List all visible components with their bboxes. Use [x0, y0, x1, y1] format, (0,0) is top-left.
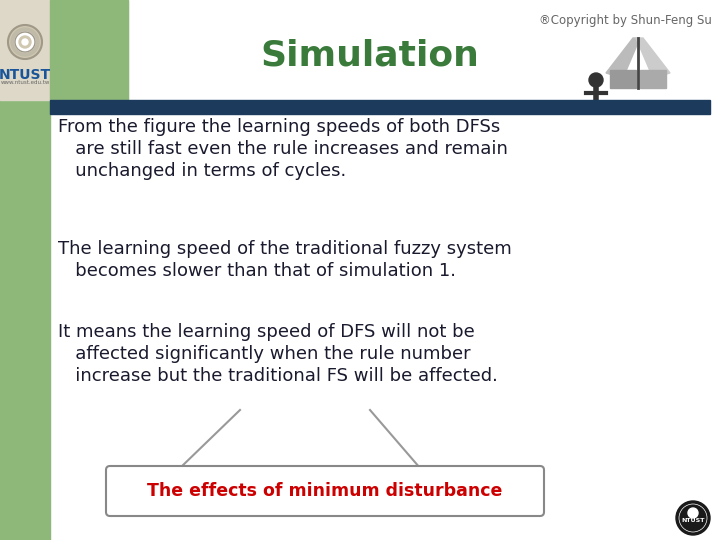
Text: becomes slower than that of simulation 1.: becomes slower than that of simulation 1… [58, 262, 456, 280]
Text: ®Copyright by Shun-Feng Su: ®Copyright by Shun-Feng Su [539, 14, 712, 27]
Text: increase but the traditional FS will be affected.: increase but the traditional FS will be … [58, 367, 498, 385]
Text: NTUST: NTUST [0, 68, 51, 82]
Circle shape [589, 73, 603, 87]
Bar [50, 0, 128, 100]
FancyBboxPatch shape [106, 466, 544, 516]
Circle shape [11, 28, 39, 56]
Circle shape [15, 32, 35, 52]
Circle shape [19, 36, 31, 48]
Text: From the figure the learning speeds of both DFSs: From the figure the learning speeds of b… [58, 118, 500, 136]
Text: unchanged in terms of cycles.: unchanged in terms of cycles. [58, 162, 346, 180]
Text: affected significantly when the rule number: affected significantly when the rule num… [58, 345, 471, 363]
Bar [50, 100, 710, 114]
Text: The learning speed of the traditional fuzzy system: The learning speed of the traditional fu… [58, 240, 512, 258]
Text: It means the learning speed of DFS will not be: It means the learning speed of DFS will … [58, 323, 474, 341]
Text: www.ntust.edu.tw: www.ntust.edu.tw [0, 80, 50, 85]
Text: The effects of minimum disturbance: The effects of minimum disturbance [148, 482, 503, 500]
Bar [0, 0, 128, 100]
Polygon shape [636, 38, 670, 78]
Bar [640, 70, 666, 88]
Circle shape [688, 508, 698, 518]
Text: Simulation: Simulation [261, 38, 480, 72]
Text: NTUST: NTUST [681, 518, 705, 523]
Circle shape [679, 504, 707, 532]
Bar [0, 0, 50, 540]
Circle shape [676, 501, 710, 535]
Text: are still fast even the rule increases and remain: are still fast even the rule increases a… [58, 140, 508, 158]
Bar [610, 70, 636, 88]
Circle shape [8, 25, 42, 59]
Circle shape [22, 39, 28, 45]
Polygon shape [606, 38, 640, 78]
